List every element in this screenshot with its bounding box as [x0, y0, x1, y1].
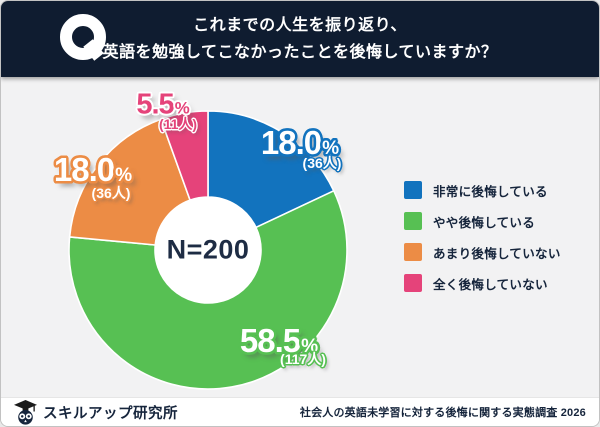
legend-swatch: [404, 212, 422, 230]
legend-item-2: あまり後悔していない: [404, 243, 561, 261]
survey-source-text: 社会人の英語未学習に対する後悔に関する実態調査 2026: [299, 407, 586, 419]
donut-hole: [154, 196, 262, 304]
slice-label-no-regret: 5.5%: [136, 88, 190, 121]
donut-slice-0: [207, 110, 335, 229]
sample-size-label: N=200: [166, 234, 250, 265]
legend: 非常に後悔している やや後悔しているあまり後悔していない 全く後悔していない: [404, 181, 561, 305]
brand: スキルアップ研究所: [14, 399, 178, 425]
brand-name: スキルアップ研究所: [43, 405, 178, 422]
slice-count-very-regret: (36人): [302, 155, 342, 171]
slice-count-not-much-regret: (36人): [91, 185, 131, 201]
legend-label: 全く後悔していない: [433, 277, 548, 292]
slice-label-somewhat-regret: 58.5%: [239, 322, 319, 359]
slice-count-somewhat-regret: (117人): [280, 351, 326, 367]
q-logo-icon: [60, 14, 106, 61]
footer-bar: スキルアップ研究所 社会人の英語未学習に対する後悔に関する実態調査 2026: [1, 397, 599, 426]
legend-label: やや後悔している: [433, 215, 536, 230]
legend-item-3: 全く後悔していない: [404, 274, 561, 292]
legend-swatch: [404, 243, 422, 261]
question-title: これまでの人生を振り返り、 英語を勉強してこなかったことを後悔していますか？: [1, 1, 599, 77]
legend-label: あまり後悔していない: [433, 246, 561, 261]
legend-swatch: [404, 274, 422, 292]
donut-slice-3: [160, 110, 209, 201]
slice-count-no-regret: (11人): [158, 116, 198, 132]
slice-label-not-much-regret: 18.0%: [53, 151, 133, 188]
legend-item-0: 非常に後悔している: [404, 181, 561, 199]
donut-slice-2: [68, 118, 191, 246]
owl-logo-icon: [14, 399, 37, 425]
slice-label-very-regret: 18.0%: [260, 124, 340, 161]
question-header: これまでの人生を振り返り、 英語を勉強してこなかったことを後悔していますか？: [1, 1, 599, 77]
question-title-line1: これまでの人生を振り返り、: [193, 16, 407, 34]
donut-slice-1: [68, 190, 348, 390]
question-title-line2: 英語を勉強してこなかったことを後悔していますか？: [102, 44, 498, 61]
legend-label: 非常に後悔している: [433, 184, 548, 199]
legend-item-1: やや後悔している: [404, 212, 561, 230]
legend-swatch: [404, 181, 422, 199]
